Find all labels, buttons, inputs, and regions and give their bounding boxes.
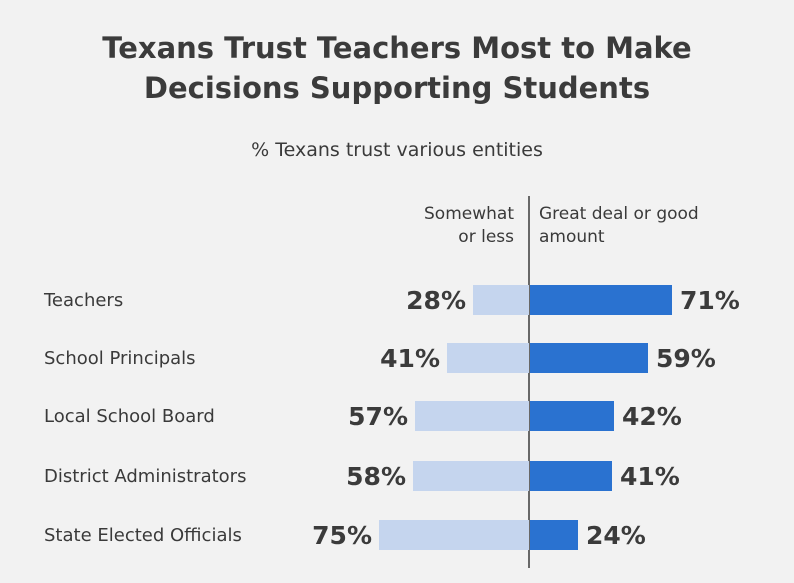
value-label-left: 41% [380, 344, 440, 373]
bar-great-deal-or-good-amount [530, 401, 614, 431]
right-series-header-line-2: amount [539, 227, 605, 247]
right-series-header-line-1: Great deal or good [539, 204, 699, 224]
value-label-left: 75% [312, 521, 372, 550]
value-label-right: 59% [656, 344, 716, 373]
value-label-right: 42% [622, 402, 682, 431]
bar-somewhat-or-less [413, 461, 529, 491]
bar-great-deal-or-good-amount [530, 343, 648, 373]
row-label: School Principals [44, 348, 196, 369]
left-series-header-line-2: or less [458, 227, 514, 247]
bar-somewhat-or-less [447, 343, 529, 373]
row-label: State Elected Officials [44, 525, 242, 546]
row-label: District Administrators [44, 466, 246, 487]
chart-subtitle: % Texans trust various entities [251, 139, 543, 161]
row-label: Local School Board [44, 406, 215, 427]
chart-rows: Teachers 28% 71% School Principals 41% 59% Loc… [43, 285, 740, 550]
left-series-header-line-1: Somewhat [424, 204, 514, 224]
value-label-left: 57% [348, 402, 408, 431]
bar-somewhat-or-less [379, 520, 529, 550]
value-label-right: 41% [620, 462, 680, 491]
bar-somewhat-or-less [473, 285, 529, 315]
chart-title-line-2: Decisions Supporting Students [143, 71, 651, 105]
chart-title: Texans Trust Teachers Most to Make Decis… [0, 28, 794, 108]
row-label: Teachers [43, 290, 123, 311]
value-label-left: 28% [406, 286, 466, 315]
value-label-right: 71% [680, 286, 740, 315]
chart-title-line-1: Texans Trust Teachers Most to Make [102, 31, 692, 65]
bar-great-deal-or-good-amount [530, 461, 612, 491]
bar-somewhat-or-less [415, 401, 529, 431]
value-label-left: 58% [346, 462, 406, 491]
bar-great-deal-or-good-amount [530, 285, 672, 315]
value-label-right: 24% [586, 521, 646, 550]
bar-great-deal-or-good-amount [530, 520, 578, 550]
